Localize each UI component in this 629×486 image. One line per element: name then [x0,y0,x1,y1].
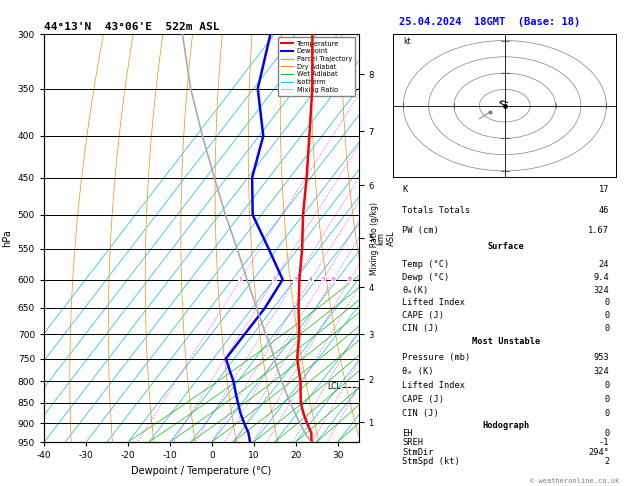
Text: 0: 0 [604,409,610,418]
Legend: Temperature, Dewpoint, Parcel Trajectory, Dry Adiabat, Wet Adiabat, Isotherm, Mi: Temperature, Dewpoint, Parcel Trajectory… [278,37,355,96]
Text: 2: 2 [272,277,276,282]
Y-axis label: hPa: hPa [2,229,12,247]
Text: 0: 0 [604,429,610,438]
Text: 0: 0 [604,298,610,308]
Text: Lifted Index: Lifted Index [402,381,465,390]
Text: -1: -1 [599,438,610,448]
Text: kt: kt [403,37,411,46]
Text: θₑ(K): θₑ(K) [402,285,428,295]
Text: 17: 17 [599,186,610,194]
Text: EH: EH [402,429,413,438]
Text: 0: 0 [604,381,610,390]
Text: StmDir: StmDir [402,448,433,457]
Text: 953: 953 [594,353,610,362]
Text: 4: 4 [309,277,313,282]
Text: CIN (J): CIN (J) [402,324,439,333]
Text: © weatheronline.co.uk: © weatheronline.co.uk [530,478,620,484]
Point [484,108,494,116]
Text: 0: 0 [604,324,610,333]
Text: 3: 3 [294,277,298,282]
Text: 0: 0 [604,395,610,404]
Text: 9.4: 9.4 [594,273,610,281]
Text: 1: 1 [238,277,242,282]
Text: Dewp (°C): Dewp (°C) [402,273,449,281]
X-axis label: Dewpoint / Temperature (°C): Dewpoint / Temperature (°C) [131,466,271,476]
Text: CAPE (J): CAPE (J) [402,312,444,320]
Text: PW (cm): PW (cm) [402,226,439,235]
Text: 8: 8 [348,277,352,282]
Text: 6: 6 [331,277,335,282]
Text: 44°13'N  43°06'E  522m ASL: 44°13'N 43°06'E 522m ASL [44,22,220,32]
Text: 324: 324 [594,367,610,376]
Text: 46: 46 [599,206,610,215]
Text: Temp (°C): Temp (°C) [402,260,449,269]
Text: 294°: 294° [588,448,610,457]
Y-axis label: km
ASL: km ASL [376,230,396,246]
Text: 2: 2 [604,457,610,467]
Text: K: K [402,186,408,194]
Point [499,102,509,110]
Text: SREH: SREH [402,438,423,448]
Text: Most Unstable: Most Unstable [472,337,540,346]
Text: θₑ (K): θₑ (K) [402,367,433,376]
Text: 25.04.2024  18GMT  (Base: 18): 25.04.2024 18GMT (Base: 18) [399,17,581,27]
Text: 324: 324 [594,285,610,295]
Text: CIN (J): CIN (J) [402,409,439,418]
Text: Pressure (mb): Pressure (mb) [402,353,470,362]
Text: StmSpd (kt): StmSpd (kt) [402,457,460,467]
Text: Mixing Ratio (g/kg): Mixing Ratio (g/kg) [370,202,379,275]
Text: Totals Totals: Totals Totals [402,206,470,215]
Text: Surface: Surface [487,243,524,251]
Text: 0: 0 [604,312,610,320]
Text: Hodograph: Hodograph [482,421,530,430]
Text: 5: 5 [321,277,325,282]
Text: 24: 24 [599,260,610,269]
Text: 1.67: 1.67 [588,226,610,235]
Text: LCL: LCL [327,382,341,391]
Text: Lifted Index: Lifted Index [402,298,465,308]
Text: CAPE (J): CAPE (J) [402,395,444,404]
